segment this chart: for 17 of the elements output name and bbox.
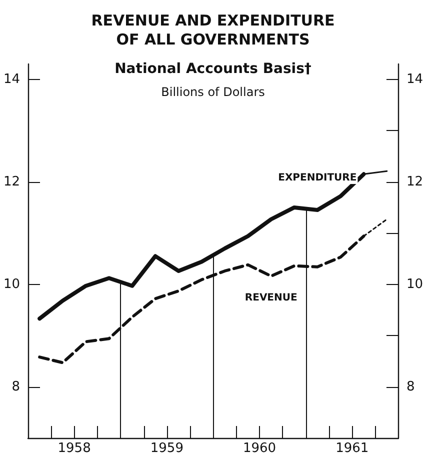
x-tick-label: 1958 [58, 441, 91, 456]
y2-tick-label: 12 [406, 174, 424, 190]
text: REVENUE [244, 292, 298, 304]
chart-title: REVENUE AND EXPENDITURE OF ALL GOVERNMENTS [91, 12, 335, 48]
y2-tick-label: 14 [406, 72, 424, 87]
chart-subtitle: National Accounts Basis† [114, 61, 312, 77]
y-tick-label: 10 [3, 276, 20, 292]
y-tick-label: 8 [12, 379, 20, 394]
y2-tick-label: 8 [406, 379, 415, 394]
y-tick-label: 12 [3, 174, 20, 190]
x-tick-label: 1960 [242, 441, 276, 456]
y-tick-label: 14 [3, 72, 20, 87]
y2-tick-label: 10 [406, 276, 424, 292]
series-label: EXPENDITURE [278, 172, 357, 184]
x-tick-label: 1959 [150, 441, 184, 456]
y-axis-title: Billions of Dollars [161, 85, 265, 99]
x-tick-label: 1961 [336, 441, 369, 456]
